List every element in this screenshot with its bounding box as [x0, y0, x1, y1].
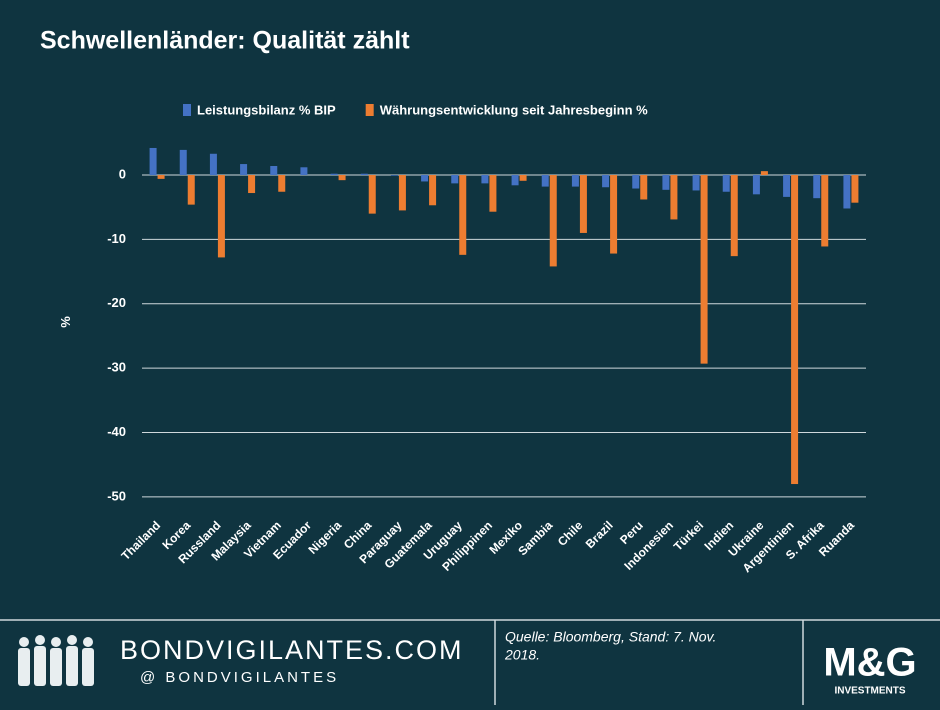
- bar: [278, 175, 286, 192]
- chart-title: Schwellenländer: Qualität zählt: [40, 27, 410, 55]
- bar: [209, 153, 217, 176]
- silhouettes: [18, 635, 94, 686]
- bar: [519, 175, 527, 181]
- bar: [149, 147, 157, 176]
- bar: [360, 173, 368, 176]
- bar: [791, 175, 799, 485]
- bar: [692, 175, 700, 191]
- bar: [640, 175, 648, 200]
- bar: [670, 175, 678, 220]
- bar: [240, 164, 248, 176]
- bar: [390, 175, 398, 176]
- bar: [179, 149, 187, 176]
- bar: [632, 175, 640, 189]
- bar: [549, 175, 557, 267]
- bar: [511, 175, 519, 186]
- bar: [300, 167, 308, 176]
- footer-source: 2018.: [504, 647, 540, 663]
- footer: BONDVIGILANTES.COM @ BONDVIGILANTES Quel…: [0, 619, 940, 705]
- bar: [821, 175, 829, 247]
- bar: [330, 173, 338, 176]
- bar: [421, 175, 429, 182]
- x-tick-label: Brazil: [583, 518, 616, 551]
- x-tick-label: Thailand: [118, 518, 163, 563]
- bar: [760, 171, 768, 176]
- logo: M&G: [823, 641, 916, 685]
- y-tick-label: -30: [107, 360, 126, 375]
- footer-source: Quelle: Bloomberg, Stand: 7. Nov.: [505, 629, 716, 645]
- y-tick-label: -40: [107, 424, 126, 439]
- bar: [157, 175, 165, 179]
- legend-label: Währungsentwicklung seit Jahresbeginn %: [380, 102, 648, 117]
- y-tick-label: -50: [107, 488, 126, 503]
- bar: [489, 175, 497, 212]
- x-tick-label: Nigeria: [306, 518, 345, 557]
- bar: [217, 175, 225, 258]
- y-tick-label: -10: [107, 231, 126, 246]
- bar: [429, 175, 437, 206]
- bar: [541, 175, 549, 187]
- bar: [602, 175, 610, 188]
- bar: [843, 175, 851, 209]
- bar: [451, 175, 459, 184]
- bar: [610, 175, 618, 254]
- bar: [187, 175, 195, 205]
- footer-handle: @ BONDVIGILANTES: [140, 669, 339, 686]
- bar: [662, 175, 670, 190]
- logo-sub: INVESTMENTS: [834, 686, 905, 697]
- bar: [248, 175, 256, 194]
- bar: [752, 175, 760, 195]
- y-axis-label: %: [58, 316, 73, 328]
- bar: [398, 175, 406, 211]
- y-tick-label: 0: [119, 166, 126, 181]
- bar: [579, 175, 587, 233]
- bar: [338, 175, 346, 181]
- bar: [851, 175, 859, 203]
- footer-site: BONDVIGILANTES.COM: [120, 635, 464, 665]
- bar: [783, 175, 791, 197]
- legend-swatch: [183, 104, 191, 116]
- bar: [481, 175, 489, 184]
- bar: [368, 175, 376, 214]
- bar: [700, 175, 708, 364]
- bar: [722, 175, 730, 192]
- bar: [459, 175, 467, 255]
- bar: [571, 175, 579, 187]
- x-tick-label: Türkei: [671, 518, 706, 553]
- bar: [270, 165, 278, 176]
- y-tick-label: -20: [107, 295, 126, 310]
- x-tick-label: Chile: [555, 518, 586, 549]
- x-tick-label: Sambia: [515, 518, 555, 558]
- bar: [813, 175, 821, 199]
- legend-swatch: [365, 104, 374, 116]
- legend-label: Leistungsbilanz % BIP: [197, 102, 336, 117]
- bar: [730, 175, 738, 257]
